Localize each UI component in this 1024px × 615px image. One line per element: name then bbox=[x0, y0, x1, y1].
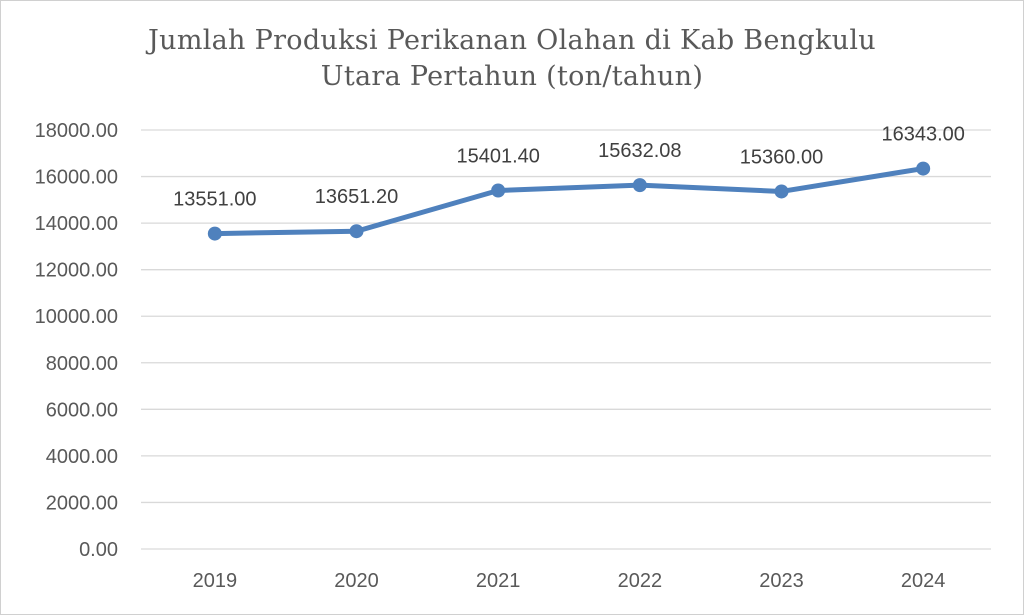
data-point bbox=[774, 184, 789, 199]
x-tick-label: 2020 bbox=[334, 570, 379, 592]
y-tick-label: 10000.00 bbox=[35, 306, 118, 328]
y-tick-label: 2000.00 bbox=[46, 492, 118, 514]
chart-title-line-2: Utara Pertahun (ton/tahun) bbox=[320, 61, 704, 92]
data-label: 13551.00 bbox=[173, 189, 256, 211]
x-tick-label: 2022 bbox=[618, 570, 663, 592]
y-tick-label: 8000.00 bbox=[46, 353, 118, 375]
data-point bbox=[632, 178, 647, 193]
y-tick-label: 16000.00 bbox=[35, 167, 118, 189]
data-point bbox=[491, 183, 506, 198]
chart-title: Jumlah Produksi Perikanan Olahan di Kab … bbox=[1, 23, 1023, 95]
x-tick-label: 2023 bbox=[759, 570, 804, 592]
data-label: 15360.00 bbox=[740, 146, 823, 168]
series-line bbox=[212, 166, 926, 237]
data-label: 15632.08 bbox=[598, 140, 681, 162]
data-label: 13651.20 bbox=[315, 186, 398, 208]
data-label: 16343.00 bbox=[881, 124, 964, 146]
y-tick-label: 0.00 bbox=[79, 539, 118, 561]
y-tick-label: 12000.00 bbox=[35, 260, 118, 282]
y-tick-label: 6000.00 bbox=[46, 399, 118, 421]
x-tick-label: 2019 bbox=[193, 570, 238, 592]
data-label: 15401.40 bbox=[456, 145, 539, 167]
y-tick-label: 14000.00 bbox=[35, 213, 118, 235]
data-point bbox=[207, 226, 222, 241]
y-tick-label: 18000.00 bbox=[35, 120, 118, 142]
chart-title-line-1: Jumlah Produksi Perikanan Olahan di Kab … bbox=[148, 25, 876, 56]
y-tick-label: 4000.00 bbox=[46, 446, 118, 468]
x-tick-label: 2021 bbox=[476, 570, 521, 592]
data-point bbox=[349, 224, 364, 239]
data-point bbox=[916, 161, 931, 176]
x-tick-label: 2024 bbox=[901, 570, 946, 592]
